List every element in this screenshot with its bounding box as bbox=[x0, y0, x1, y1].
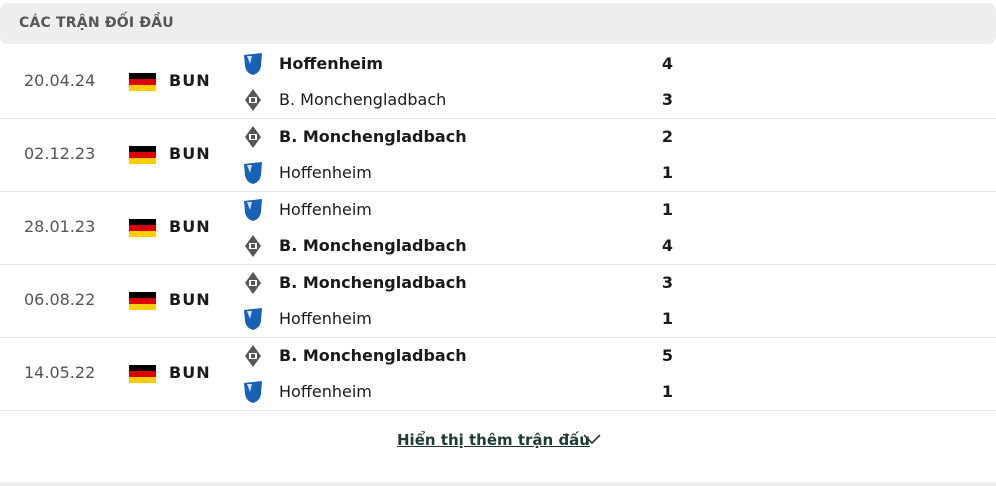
team-away[interactable]: B. Monchengladbach 4 bbox=[240, 228, 680, 264]
league-code: BUN bbox=[169, 290, 211, 309]
section-header: CÁC TRẬN ĐỐI ĐẦU bbox=[0, 3, 996, 44]
match-row[interactable]: 14.05.22 BUN B. Monchengladbach 5 Hoffen… bbox=[0, 338, 996, 411]
team-score: 1 bbox=[661, 382, 673, 401]
match-date: 06.08.22 bbox=[24, 290, 96, 309]
team-away[interactable]: B. Monchengladbach 3 bbox=[240, 82, 680, 118]
germany-flag-icon bbox=[129, 146, 156, 164]
match-row[interactable]: 28.01.23 BUN Hoffenheim 1 B. Monchenglad… bbox=[0, 192, 996, 265]
germany-flag-icon bbox=[129, 219, 156, 237]
team-home[interactable]: B. Monchengladbach 3 bbox=[240, 265, 680, 301]
team-name: B. Monchengladbach bbox=[279, 90, 447, 109]
team-name: B. Monchengladbach bbox=[279, 273, 467, 292]
team-score: 1 bbox=[661, 163, 673, 182]
team-away[interactable]: Hoffenheim 1 bbox=[240, 374, 680, 410]
team-name: Hoffenheim bbox=[279, 200, 372, 219]
team-score: 1 bbox=[661, 200, 673, 219]
gladbach-logo-icon bbox=[242, 271, 264, 295]
team-name: Hoffenheim bbox=[279, 309, 372, 328]
team-name: B. Monchengladbach bbox=[279, 346, 467, 365]
team-name: B. Monchengladbach bbox=[279, 236, 467, 255]
team-home[interactable]: Hoffenheim 1 bbox=[240, 192, 680, 228]
germany-flag-icon bbox=[129, 73, 156, 91]
gladbach-logo-icon bbox=[242, 344, 264, 368]
section-title: CÁC TRẬN ĐỐI ĐẦU bbox=[19, 15, 174, 31]
team-home[interactable]: Hoffenheim 4 bbox=[240, 46, 680, 82]
team-score: 3 bbox=[661, 90, 673, 109]
league-code: BUN bbox=[169, 71, 211, 90]
team-name: B. Monchengladbach bbox=[279, 127, 467, 146]
show-more-link[interactable]: Hiển thị thêm trận đấu bbox=[397, 431, 590, 449]
team-score: 4 bbox=[661, 54, 673, 73]
hoffenheim-logo-icon bbox=[242, 380, 264, 404]
gladbach-logo-icon bbox=[242, 125, 264, 149]
league-code: BUN bbox=[169, 217, 211, 236]
team-score: 1 bbox=[661, 309, 673, 328]
germany-flag-icon bbox=[129, 292, 156, 310]
hoffenheim-logo-icon bbox=[242, 52, 264, 76]
gladbach-logo-icon bbox=[242, 234, 264, 258]
match-row[interactable]: 20.04.24 BUN Hoffenheim 4 B. Monchenglad… bbox=[0, 46, 996, 119]
team-score: 3 bbox=[661, 273, 673, 292]
team-name: Hoffenheim bbox=[279, 54, 383, 73]
team-name: Hoffenheim bbox=[279, 163, 372, 182]
team-away[interactable]: Hoffenheim 1 bbox=[240, 301, 680, 337]
league-code: BUN bbox=[169, 363, 211, 382]
match-date: 28.01.23 bbox=[24, 217, 96, 236]
hoffenheim-logo-icon bbox=[242, 307, 264, 331]
team-home[interactable]: B. Monchengladbach 5 bbox=[240, 338, 680, 374]
team-home[interactable]: B. Monchengladbach 2 bbox=[240, 119, 680, 155]
gladbach-logo-icon bbox=[242, 88, 264, 112]
team-score: 5 bbox=[661, 346, 673, 365]
team-score: 2 bbox=[661, 127, 673, 146]
match-date: 20.04.24 bbox=[24, 71, 96, 90]
league-code: BUN bbox=[169, 144, 211, 163]
chevron-down-icon[interactable] bbox=[582, 432, 602, 446]
match-date: 14.05.22 bbox=[24, 363, 96, 382]
team-name: Hoffenheim bbox=[279, 382, 372, 401]
match-row[interactable]: 02.12.23 BUN B. Monchengladbach 2 Hoffen… bbox=[0, 119, 996, 192]
match-row[interactable]: 06.08.22 BUN B. Monchengladbach 3 Hoffen… bbox=[0, 265, 996, 338]
team-away[interactable]: Hoffenheim 1 bbox=[240, 155, 680, 191]
germany-flag-icon bbox=[129, 365, 156, 383]
hoffenheim-logo-icon bbox=[242, 161, 264, 185]
team-score: 4 bbox=[661, 236, 673, 255]
footer-divider bbox=[0, 482, 996, 486]
hoffenheim-logo-icon bbox=[242, 198, 264, 222]
match-date: 02.12.23 bbox=[24, 144, 96, 163]
